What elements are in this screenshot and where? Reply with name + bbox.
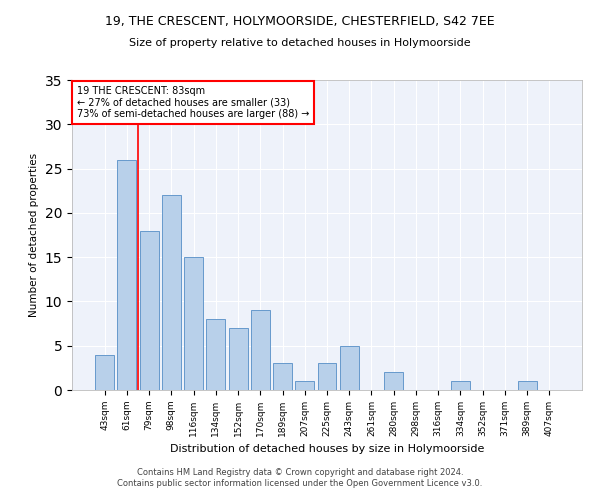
Bar (251, 310, 270, 390)
Bar (229, 328, 248, 390)
Text: Contains HM Land Registry data © Crown copyright and database right 2024.
Contai: Contains HM Land Registry data © Crown c… (118, 468, 482, 487)
Text: 19 THE CRESCENT: 83sqm
← 27% of detached houses are smaller (33)
73% of semi-det: 19 THE CRESCENT: 83sqm ← 27% of detached… (77, 86, 310, 120)
X-axis label: Distribution of detached houses by size in Holymoorside: Distribution of detached houses by size … (170, 444, 484, 454)
Bar (118, 160, 136, 390)
Bar (162, 195, 181, 390)
Bar (140, 230, 158, 390)
Bar (273, 364, 292, 390)
Bar (295, 381, 314, 390)
Text: 19, THE CRESCENT, HOLYMOORSIDE, CHESTERFIELD, S42 7EE: 19, THE CRESCENT, HOLYMOORSIDE, CHESTERF… (105, 15, 495, 28)
Bar (340, 346, 359, 390)
Bar (206, 319, 225, 390)
Bar (317, 364, 337, 390)
Y-axis label: Number of detached properties: Number of detached properties (29, 153, 39, 317)
Bar (518, 381, 536, 390)
Bar (451, 381, 470, 390)
Bar (384, 372, 403, 390)
Bar (95, 354, 114, 390)
Bar (184, 257, 203, 390)
Text: Size of property relative to detached houses in Holymoorside: Size of property relative to detached ho… (129, 38, 471, 48)
